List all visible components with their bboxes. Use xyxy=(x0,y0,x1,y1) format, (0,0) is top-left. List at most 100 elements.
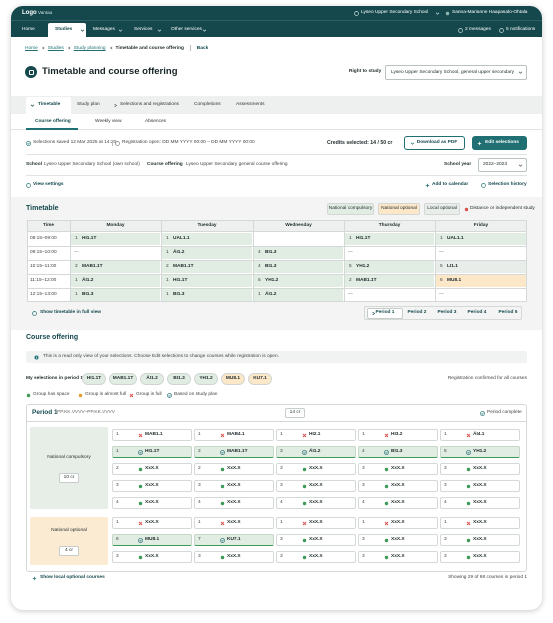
course-cell[interactable] xyxy=(112,517,192,529)
nav-item[interactable]: Studies xyxy=(55,27,73,32)
tab[interactable]: Assessments xyxy=(236,102,265,107)
course-cell[interactable] xyxy=(276,446,356,458)
course-cell[interactable] xyxy=(358,480,438,492)
course-cell[interactable] xyxy=(112,497,192,509)
course-group: 1 xyxy=(362,520,365,525)
lesson-code: ÄI1.2 xyxy=(265,292,277,297)
course-cell[interactable] xyxy=(276,534,356,546)
period-dates: PP.KK.VVVV–PP.KK.VVVV xyxy=(57,410,115,415)
course-cell[interactable] xyxy=(358,446,438,458)
course-cell[interactable] xyxy=(194,463,274,475)
period-tab[interactable]: Period 2 xyxy=(407,310,427,315)
course-cell[interactable] xyxy=(358,429,438,441)
lesson-cell xyxy=(161,232,253,246)
block-label: National compulsory xyxy=(47,455,91,460)
nav-item[interactable]: Messages xyxy=(93,27,115,32)
course-code: HI3.2 xyxy=(391,432,403,437)
year-select[interactable] xyxy=(478,158,527,172)
course-cell[interactable] xyxy=(440,480,520,492)
notifications-link[interactable]: 5 notifications xyxy=(506,27,536,32)
course-group: 3 xyxy=(362,554,365,559)
course-code: BI1.3 xyxy=(391,449,403,454)
course-group: 5 xyxy=(444,449,447,454)
course-cell[interactable] xyxy=(440,551,520,563)
course-cell[interactable] xyxy=(276,429,356,441)
course-cell[interactable] xyxy=(194,551,274,563)
view-settings-link[interactable]: View settings xyxy=(33,182,64,187)
check-icon xyxy=(219,537,225,543)
messages-link[interactable]: 2 messages xyxy=(465,27,491,32)
course-cell[interactable] xyxy=(194,497,274,509)
block-credits: 4 cr xyxy=(65,548,73,553)
course-code: MAB4.1 xyxy=(227,432,245,437)
back-link[interactable]: Back xyxy=(196,45,209,51)
period-tab[interactable]: Period 1 xyxy=(375,310,395,315)
subtab[interactable]: Absences xyxy=(145,119,167,124)
right-to-study-select[interactable] xyxy=(385,65,527,80)
course-code: XxX.X xyxy=(227,483,241,488)
course-cell[interactable] xyxy=(112,534,192,546)
legend-chip xyxy=(378,203,420,215)
course-cell[interactable] xyxy=(440,446,520,458)
period-tab[interactable]: Period 5 xyxy=(498,310,518,315)
course-cell[interactable] xyxy=(358,534,438,546)
course-cell[interactable] xyxy=(276,551,356,563)
course-cell[interactable] xyxy=(194,446,274,458)
tab[interactable]: Completions xyxy=(194,102,221,107)
course-group: 3 xyxy=(444,537,447,542)
course-cell[interactable] xyxy=(112,446,192,458)
lesson-code: MAB1.1T xyxy=(173,264,194,269)
edit-button[interactable] xyxy=(472,136,527,150)
course-cell[interactable] xyxy=(440,517,520,529)
course-cell[interactable] xyxy=(276,517,356,529)
tab[interactable]: Timetable xyxy=(38,102,61,107)
subtab[interactable]: Weekly view xyxy=(95,119,122,124)
course-cell[interactable] xyxy=(276,463,356,475)
course-code: XxX.X xyxy=(473,466,487,471)
breadcrumb-item[interactable]: Home xyxy=(25,45,38,51)
period-tab[interactable]: Period 4 xyxy=(467,310,487,315)
school-switch[interactable]: Lyseo Upper Secondary School xyxy=(361,10,429,15)
course-cell[interactable] xyxy=(194,480,274,492)
tab[interactable]: Study plan xyxy=(77,102,100,107)
course-cell[interactable] xyxy=(194,534,274,546)
course-cell[interactable] xyxy=(440,463,520,475)
nav-item[interactable]: Other services xyxy=(171,27,202,32)
page-title: Timetable and course offering xyxy=(42,66,178,77)
history-link[interactable]: Selection history xyxy=(488,182,527,187)
download-button[interactable] xyxy=(404,136,465,150)
course-cell[interactable] xyxy=(112,463,192,475)
download-label[interactable]: Download as PDF xyxy=(416,140,458,145)
nav-item[interactable]: Home xyxy=(22,27,35,32)
course-cell[interactable] xyxy=(276,480,356,492)
full-view-link[interactable]: Show timetable in full view xyxy=(40,310,102,315)
course-cell[interactable] xyxy=(112,480,192,492)
course-cell[interactable] xyxy=(112,551,192,563)
edit-label[interactable]: Edit selections xyxy=(485,140,519,145)
course-cell[interactable] xyxy=(194,429,274,441)
column-header: Wednesday xyxy=(285,223,312,228)
course-cell[interactable] xyxy=(358,497,438,509)
course-cell[interactable] xyxy=(194,517,274,529)
course-cell[interactable] xyxy=(358,551,438,563)
course-cell[interactable] xyxy=(440,534,520,546)
breadcrumb-item[interactable]: Study planning xyxy=(73,45,106,51)
user-name[interactable]: Sanna-Marianne Haapasalo-Ohtala xyxy=(452,10,528,15)
calendar-link[interactable]: Add to calendar xyxy=(432,182,469,187)
nav-item[interactable]: Services xyxy=(134,27,153,32)
show-local-link[interactable]: Show local optional courses xyxy=(40,575,105,580)
course-cell[interactable] xyxy=(112,429,192,441)
course-cell[interactable] xyxy=(358,463,438,475)
subtab[interactable]: Course offering xyxy=(35,119,71,124)
course-cell[interactable] xyxy=(440,429,520,441)
tab[interactable]: Selections and registrations xyxy=(120,102,179,107)
period-tab[interactable]: Period 3 xyxy=(437,310,457,315)
lesson-cell xyxy=(253,288,344,302)
course-cell[interactable] xyxy=(276,497,356,509)
lesson-group: 1 xyxy=(166,292,169,297)
x-icon xyxy=(129,393,133,397)
course-cell[interactable] xyxy=(358,517,438,529)
course-code: XxX.X xyxy=(309,520,323,525)
course-cell[interactable] xyxy=(440,497,520,509)
breadcrumb-item[interactable]: Studies xyxy=(47,45,64,51)
